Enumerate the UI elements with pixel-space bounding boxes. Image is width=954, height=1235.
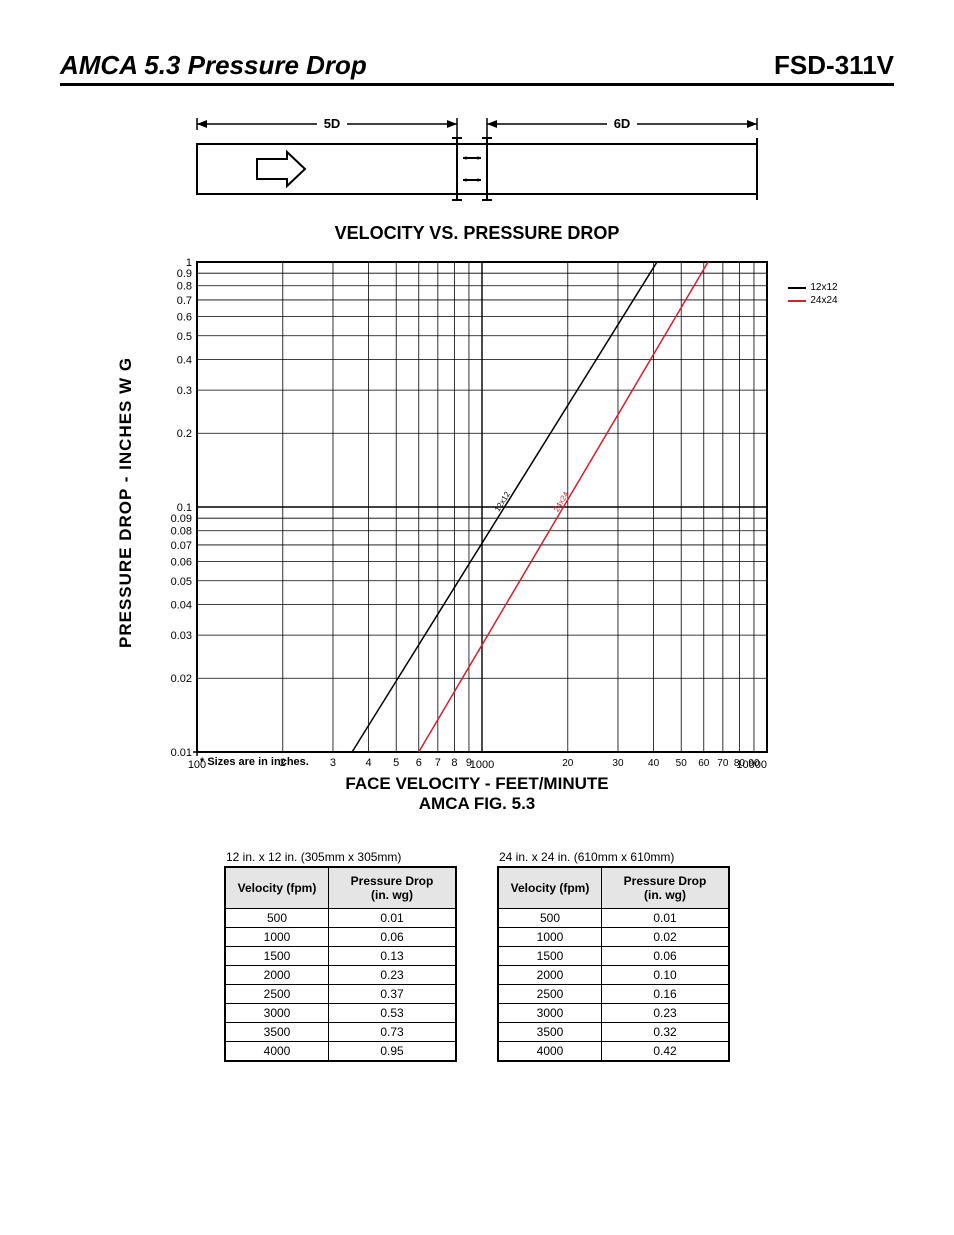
svg-text:0.6: 0.6 xyxy=(177,311,192,323)
duct-label-5d: 5D xyxy=(324,116,341,131)
svg-text:0.01: 0.01 xyxy=(171,747,192,759)
svg-text:0.02: 0.02 xyxy=(171,673,192,685)
data-tables: 12 in. x 12 in. (305mm x 305mm) Velocity… xyxy=(60,850,894,1062)
svg-text:0.2: 0.2 xyxy=(177,428,192,440)
table-row: 15000.13 xyxy=(225,947,456,966)
header-model: FSD-311V xyxy=(774,50,894,81)
svg-text:1: 1 xyxy=(186,257,192,269)
chart-footnote: * Sizes are in inches. xyxy=(200,756,894,768)
svg-text:0.4: 0.4 xyxy=(177,354,192,366)
svg-text:0.1: 0.1 xyxy=(177,502,192,514)
table-12x12: Velocity (fpm)Pressure Drop(in. wg)5000.… xyxy=(224,866,457,1062)
table-row: 10000.06 xyxy=(225,928,456,947)
svg-text:12x12: 12x12 xyxy=(493,490,512,514)
svg-text:0.9: 0.9 xyxy=(177,268,192,280)
table-row: 20000.23 xyxy=(225,966,456,985)
chart-legend: 12x12 24x24 xyxy=(788,282,837,308)
table-row: 5000.01 xyxy=(498,909,729,928)
table-row: 40000.42 xyxy=(498,1042,729,1062)
svg-text:0.8: 0.8 xyxy=(177,281,192,293)
table-row: 20000.10 xyxy=(498,966,729,985)
svg-text:0.09: 0.09 xyxy=(171,513,192,525)
velocity-pressure-chart: 0.01 0.02 0.03 0.04 0.05 0.06 0.07 0.080.090.1 0… xyxy=(142,252,782,792)
svg-text:0.05: 0.05 xyxy=(171,576,192,588)
table-row: 35000.73 xyxy=(225,1023,456,1042)
table-row: 35000.32 xyxy=(498,1023,729,1042)
table-header: Pressure Drop(in. wg) xyxy=(602,867,730,909)
table-header: Velocity (fpm) xyxy=(225,867,329,909)
figure-label: AMCA FIG. 5.3 xyxy=(60,794,894,814)
svg-text:0.04: 0.04 xyxy=(171,599,192,611)
svg-text:0.3: 0.3 xyxy=(177,385,192,397)
svg-text:0.5: 0.5 xyxy=(177,331,192,343)
duct-label-6d: 6D xyxy=(614,116,631,131)
table-row: 15000.06 xyxy=(498,947,729,966)
table-row: 25000.16 xyxy=(498,985,729,1004)
page-header: AMCA 5.3 Pressure Drop FSD-311V xyxy=(60,50,894,86)
table-header: Velocity (fpm) xyxy=(498,867,602,909)
svg-text:0.03: 0.03 xyxy=(171,630,192,642)
svg-text:0.7: 0.7 xyxy=(177,295,192,307)
table-header: Pressure Drop(in. wg) xyxy=(329,867,457,909)
table-row: 30000.53 xyxy=(225,1004,456,1023)
table-caption-right: 24 in. x 24 in. (610mm x 610mm) xyxy=(497,850,730,864)
header-title: AMCA 5.3 Pressure Drop xyxy=(60,50,367,81)
table-24x24: Velocity (fpm)Pressure Drop(in. wg)5000.… xyxy=(497,866,730,1062)
duct-diagram: 5D 6D xyxy=(60,104,894,209)
table-row: 5000.01 xyxy=(225,909,456,928)
chart-title: VELOCITY VS. PRESSURE DROP xyxy=(60,223,894,244)
svg-text:0.06: 0.06 xyxy=(171,556,192,568)
table-row: 30000.23 xyxy=(498,1004,729,1023)
table-caption-left: 12 in. x 12 in. (305mm x 305mm) xyxy=(224,850,457,864)
table-row: 40000.95 xyxy=(225,1042,456,1062)
table-row: 25000.37 xyxy=(225,985,456,1004)
y-axis-label: PRESSURE DROP - INCHES W G xyxy=(116,252,136,792)
legend-label-1: 24x24 xyxy=(810,295,837,306)
legend-label-0: 12x12 xyxy=(810,282,837,293)
svg-text:0.07: 0.07 xyxy=(171,540,192,552)
svg-text:0.08: 0.08 xyxy=(171,526,192,538)
table-row: 10000.02 xyxy=(498,928,729,947)
